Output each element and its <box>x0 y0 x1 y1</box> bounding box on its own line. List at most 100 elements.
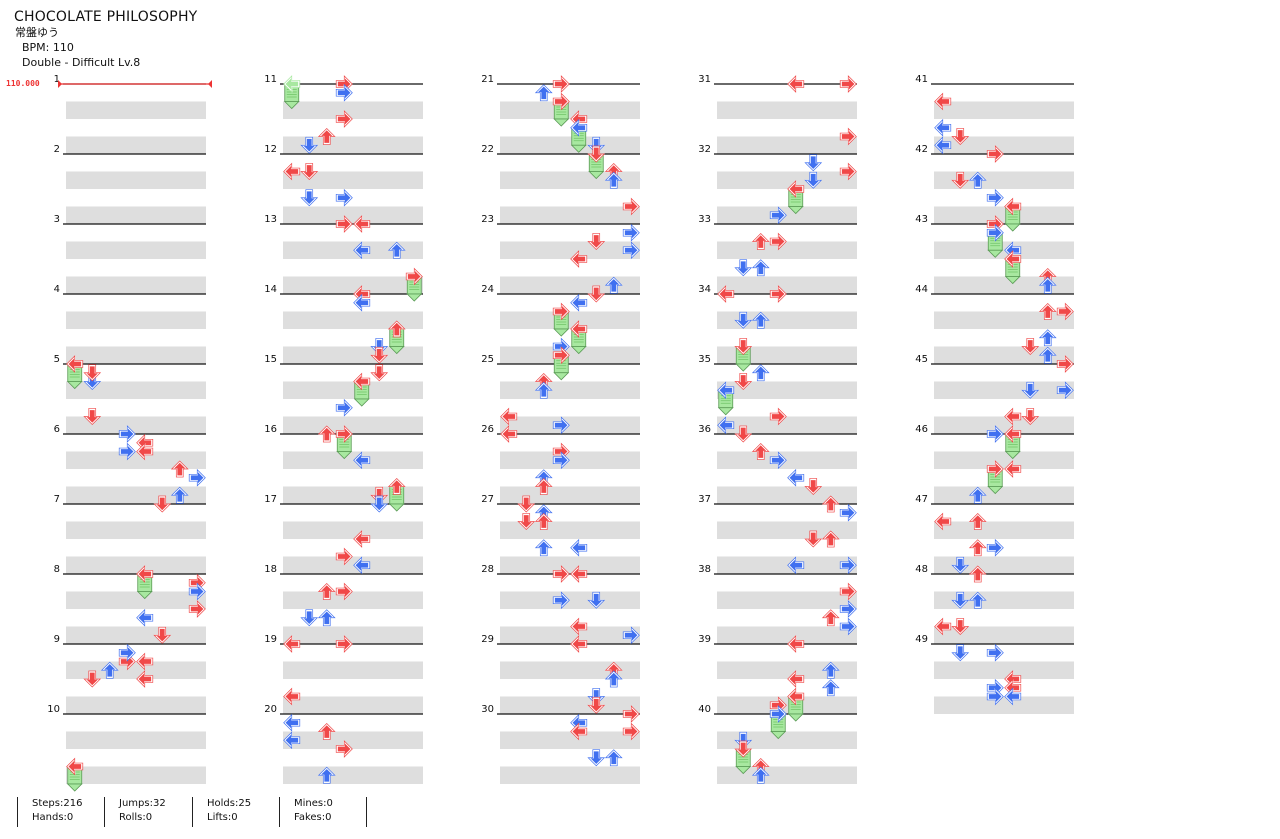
arrow-outline <box>83 408 102 426</box>
arrow-outline <box>100 661 119 679</box>
arrow-outline <box>118 442 136 461</box>
step-note <box>734 373 753 391</box>
beat-band <box>717 311 857 329</box>
step-note <box>787 635 805 653</box>
step-note <box>1056 302 1074 321</box>
arrow-outline <box>839 162 857 181</box>
beat-band <box>66 766 206 784</box>
arrow-outline <box>804 530 823 548</box>
measure-bands <box>66 521 206 574</box>
step-note <box>136 565 154 600</box>
arrow-outline <box>968 171 987 189</box>
arrow-outline <box>552 302 570 321</box>
beat-band <box>66 556 206 574</box>
hold-tail <box>588 171 605 180</box>
beat-band <box>500 661 640 679</box>
arrow-outline <box>1038 329 1057 347</box>
arrow-outline <box>83 670 102 688</box>
beat-band <box>283 416 423 434</box>
step-note <box>934 512 952 531</box>
measure-bands <box>66 101 206 154</box>
measure-bands <box>717 451 857 504</box>
arrow-outline <box>335 635 353 653</box>
beat-band <box>717 346 857 364</box>
step-note <box>552 302 570 337</box>
step-note <box>968 591 987 609</box>
arrow-outline <box>734 731 753 749</box>
arrow-outline <box>986 425 1004 443</box>
arrow-outline <box>1004 425 1022 443</box>
step-note <box>951 128 970 146</box>
arrow-outline <box>968 591 987 609</box>
measure-number: 31 <box>698 74 711 85</box>
beat-band <box>500 346 640 364</box>
step-note <box>552 565 570 583</box>
arrow-outline <box>587 285 606 303</box>
step-note <box>951 644 970 662</box>
arrow-outline <box>622 241 640 260</box>
measure-number: 14 <box>264 284 277 295</box>
hold-tail <box>987 486 1004 495</box>
hold-tail <box>1004 223 1021 232</box>
arrow-outline <box>1056 355 1074 373</box>
beat-band <box>717 696 857 714</box>
step-note <box>951 618 970 636</box>
measure-number: 34 <box>698 284 711 295</box>
stat-column-steps: Steps:216 Hands:0 <box>17 797 82 827</box>
measure-bands <box>500 101 640 154</box>
step-note <box>335 547 353 566</box>
step-note <box>83 408 102 426</box>
stat-jumps: Jumps:32 <box>119 798 166 809</box>
arrow-outline <box>170 486 189 504</box>
step-note <box>622 722 640 741</box>
arrow-outline <box>317 609 336 627</box>
beat-band <box>283 591 423 609</box>
step-note <box>353 293 371 312</box>
beat-band <box>717 241 857 259</box>
arrow-outline <box>353 530 371 548</box>
step-note <box>136 608 154 627</box>
measure-number: 25 <box>481 354 494 365</box>
arrow-outline <box>353 451 371 470</box>
step-note <box>839 556 857 575</box>
measure-number: 24 <box>481 284 494 295</box>
step-note <box>83 670 102 688</box>
beat-band <box>66 486 206 504</box>
step-note <box>188 468 206 487</box>
step-note <box>717 416 735 435</box>
song-artist: 常盤ゆう <box>15 26 59 39</box>
arrow-outline <box>370 338 389 356</box>
step-note <box>1038 302 1057 320</box>
step-note <box>300 189 319 207</box>
step-note <box>570 617 588 636</box>
beat-band <box>934 241 1074 259</box>
arrow-outline <box>734 338 753 356</box>
arrow-outline <box>821 495 840 513</box>
beat-band <box>934 171 1074 189</box>
arrow-outline <box>1004 197 1022 216</box>
measure-number: 13 <box>264 214 277 225</box>
beat-band <box>717 206 857 224</box>
step-note <box>986 188 1004 207</box>
step-note <box>335 582 353 601</box>
arrow-outline <box>335 547 353 566</box>
measure-number: 45 <box>915 354 928 365</box>
arrow-outline <box>968 512 987 530</box>
step-chart: 1234567891011121314151617181920212223242… <box>47 74 1074 792</box>
beat-band <box>66 731 206 749</box>
arrow-outline <box>787 75 805 93</box>
step-note <box>622 223 640 242</box>
arrow-outline <box>821 609 840 627</box>
arrow-outline <box>534 539 553 557</box>
arrow-outline <box>622 626 640 645</box>
arrow-outline <box>951 171 970 189</box>
beat-band <box>66 451 206 469</box>
beat-band <box>66 696 206 714</box>
measure-number: 37 <box>698 494 711 505</box>
beat-band <box>717 276 857 294</box>
step-note <box>787 687 805 722</box>
measure-number: 12 <box>264 144 277 155</box>
arrow-outline <box>986 538 1004 557</box>
beat-band <box>66 346 206 364</box>
measure-bands <box>283 591 423 644</box>
